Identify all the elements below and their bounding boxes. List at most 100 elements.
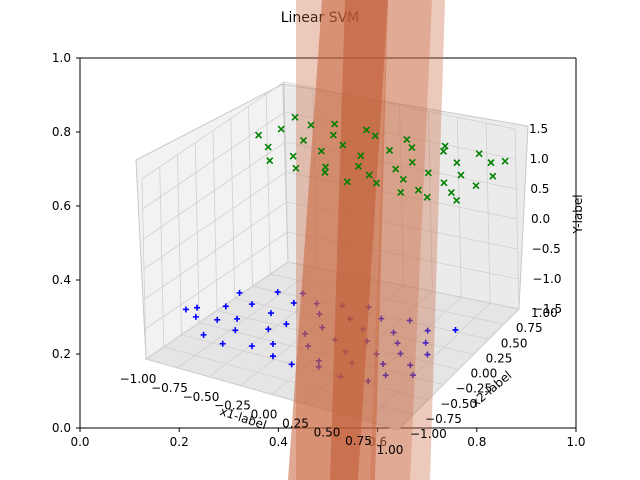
data-point — [441, 142, 449, 150]
x1-tick-label: 0.75 — [345, 434, 372, 448]
x2-tick-label: 1.00 — [531, 306, 558, 320]
data-point — [264, 143, 272, 151]
x1-tick-label: 1.00 — [377, 443, 404, 457]
data-point — [357, 152, 365, 160]
data-point — [331, 120, 339, 128]
data-point — [283, 321, 290, 328]
data-point — [321, 168, 329, 176]
background-x-tick-label: 0.8 — [467, 435, 486, 449]
series-class-positive — [255, 113, 509, 204]
x2-tick-label: 0.00 — [471, 367, 498, 381]
data-point — [371, 132, 379, 140]
data-point — [222, 303, 229, 310]
data-point — [394, 340, 401, 347]
data-point — [274, 289, 281, 296]
data-point — [277, 125, 285, 133]
data-point — [290, 299, 297, 306]
data-point — [288, 361, 295, 368]
data-point — [265, 326, 272, 333]
data-point — [447, 189, 455, 197]
data-point — [408, 143, 416, 152]
data-point — [407, 362, 414, 369]
data-point — [269, 340, 276, 347]
x2-axis-ticks: −1.00−0.75−0.50−0.250.00 0.250.500.751.00 — [410, 306, 558, 441]
data-point — [236, 289, 243, 296]
y-tick-label: 1.5 — [529, 122, 548, 136]
data-point — [397, 350, 404, 357]
data-point — [182, 306, 189, 313]
x1-tick-label: −1.00 — [120, 372, 157, 386]
data-point — [343, 178, 351, 186]
background-x-ticks: 0.0 0.2 0.4 0.6 0.8 1.0 — [70, 428, 586, 449]
data-point — [299, 136, 308, 145]
data-point — [255, 131, 263, 139]
x1-tick-label: −0.75 — [151, 381, 188, 395]
data-point — [457, 171, 465, 179]
x2-tick-label: −0.75 — [425, 412, 462, 426]
grid-line — [366, 302, 491, 422]
decision-plane-core — [330, 0, 388, 480]
data-point — [365, 171, 373, 179]
data-point — [194, 304, 201, 311]
data-point — [382, 372, 389, 379]
x1-tick-label: 0.00 — [251, 408, 278, 422]
x1-tick-label: 0.50 — [314, 425, 341, 439]
background-y-tick-label: 0.6 — [52, 199, 71, 213]
data-point — [307, 121, 315, 129]
data-point — [397, 188, 405, 196]
data-point — [200, 331, 207, 338]
data-point — [234, 315, 241, 322]
data-point — [392, 165, 400, 173]
grid-line — [397, 308, 520, 431]
x2-tick-label: −1.00 — [410, 427, 447, 441]
data-point — [268, 310, 275, 317]
background-y-tick-label: 0.4 — [52, 273, 71, 287]
data-point — [501, 157, 509, 165]
data-point — [439, 147, 448, 155]
data-point — [472, 182, 480, 190]
background-y-ticks: 0.0 0.2 0.4 0.6 0.8 1.0 — [52, 51, 80, 435]
data-point — [403, 136, 411, 144]
y-axis-label: Y-label — [571, 194, 585, 234]
data-point — [386, 146, 394, 154]
data-point — [232, 327, 239, 334]
background-x-tick-label: 0.4 — [269, 435, 288, 449]
grid-line — [145, 231, 288, 330]
x1-tick-label: −0.50 — [183, 390, 220, 404]
data-point — [269, 353, 276, 360]
x2-tick-label: −0.25 — [455, 382, 492, 396]
x2-tick-label: 0.50 — [501, 336, 528, 350]
data-point — [406, 317, 413, 324]
data-point — [424, 169, 432, 177]
data-point — [424, 327, 431, 334]
data-point — [487, 159, 495, 167]
background-y-tick-label: 0.8 — [52, 125, 71, 139]
data-point — [219, 340, 226, 347]
background-x-tick-label: 0.0 — [70, 435, 89, 449]
background-y-tick-label: 0.0 — [52, 421, 71, 435]
background-x-tick-label: 1.0 — [566, 435, 585, 449]
data-point — [362, 126, 371, 134]
y-tick-label: −1.0 — [532, 272, 561, 286]
data-point — [339, 141, 347, 149]
decision-plane-right — [370, 0, 432, 480]
data-point — [422, 339, 429, 346]
grid-line — [145, 261, 289, 360]
data-point — [453, 196, 461, 204]
x2-tick-label: 0.25 — [486, 351, 513, 365]
data-point — [380, 361, 387, 368]
data-point — [399, 175, 407, 183]
data-point — [440, 179, 448, 187]
y-tick-label: 0.0 — [531, 212, 550, 226]
x1-axis-ticks: −1.00−0.75−0.50−0.250.00 0.25 0.50 0.75 1.00 — [120, 372, 404, 457]
data-point — [408, 158, 416, 166]
x1-tick-label: −0.25 — [214, 399, 251, 413]
data-point — [414, 186, 422, 194]
data-point — [317, 147, 325, 155]
data-point — [266, 157, 274, 165]
x2-tick-label: −0.50 — [440, 397, 477, 411]
y-axis-ticks: −1.5 −1.0 −0.5 0.0 0.5 1.0 1.5 — [529, 122, 562, 316]
data-point — [372, 179, 381, 187]
data-point — [289, 152, 297, 160]
data-point — [248, 343, 255, 350]
